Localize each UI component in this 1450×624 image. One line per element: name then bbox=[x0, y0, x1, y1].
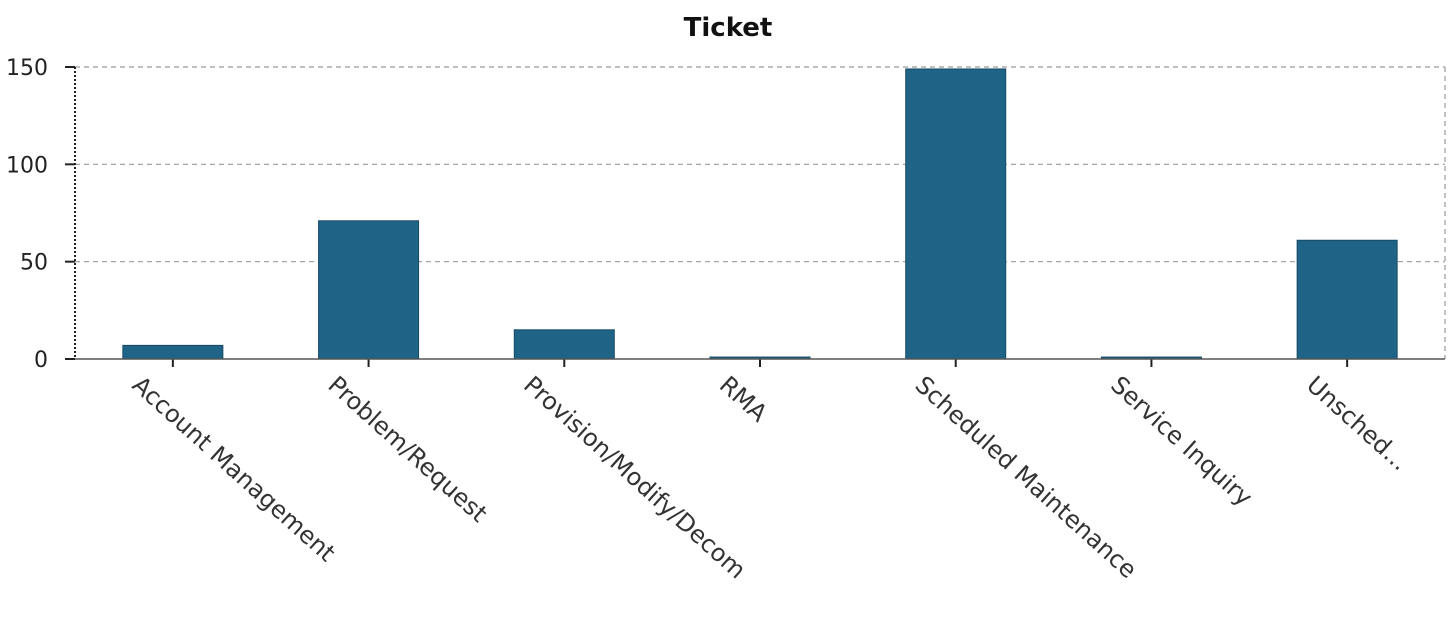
bar-problem-request bbox=[318, 220, 420, 360]
y-tick-label-150: 150 bbox=[6, 56, 48, 81]
x-tick-label-2: Provision/Modify/Decom bbox=[518, 371, 751, 585]
bar-scheduled-maintenance bbox=[905, 68, 1007, 360]
bars-layer bbox=[122, 68, 1398, 360]
x-tick-label-3: RMA bbox=[714, 371, 773, 428]
bar-provision-modify-decom bbox=[513, 329, 615, 360]
axis-layer bbox=[65, 66, 1445, 367]
x-tick-label-5: Service Inquiry bbox=[1105, 371, 1257, 512]
x-tick-label-0: Account Management bbox=[127, 371, 341, 568]
bar-account-management bbox=[122, 344, 224, 360]
grid-layer bbox=[75, 66, 1446, 359]
bar-unsched bbox=[1296, 239, 1398, 360]
chart-title: Ticket bbox=[684, 13, 773, 43]
x-tick-label-1: Problem/Request bbox=[323, 371, 493, 528]
x-tick-label-4: Scheduled Maintenance bbox=[910, 371, 1143, 584]
y-tick-label-50: 50 bbox=[20, 251, 48, 276]
x-tick-label-6: Unsched... bbox=[1301, 371, 1414, 477]
y-tick-label-100: 100 bbox=[6, 153, 48, 178]
labels-layer: 0 50 100 150 Account ManagementProblem/Reque… bbox=[6, 56, 1414, 584]
y-tick-label-0: 0 bbox=[34, 348, 48, 373]
